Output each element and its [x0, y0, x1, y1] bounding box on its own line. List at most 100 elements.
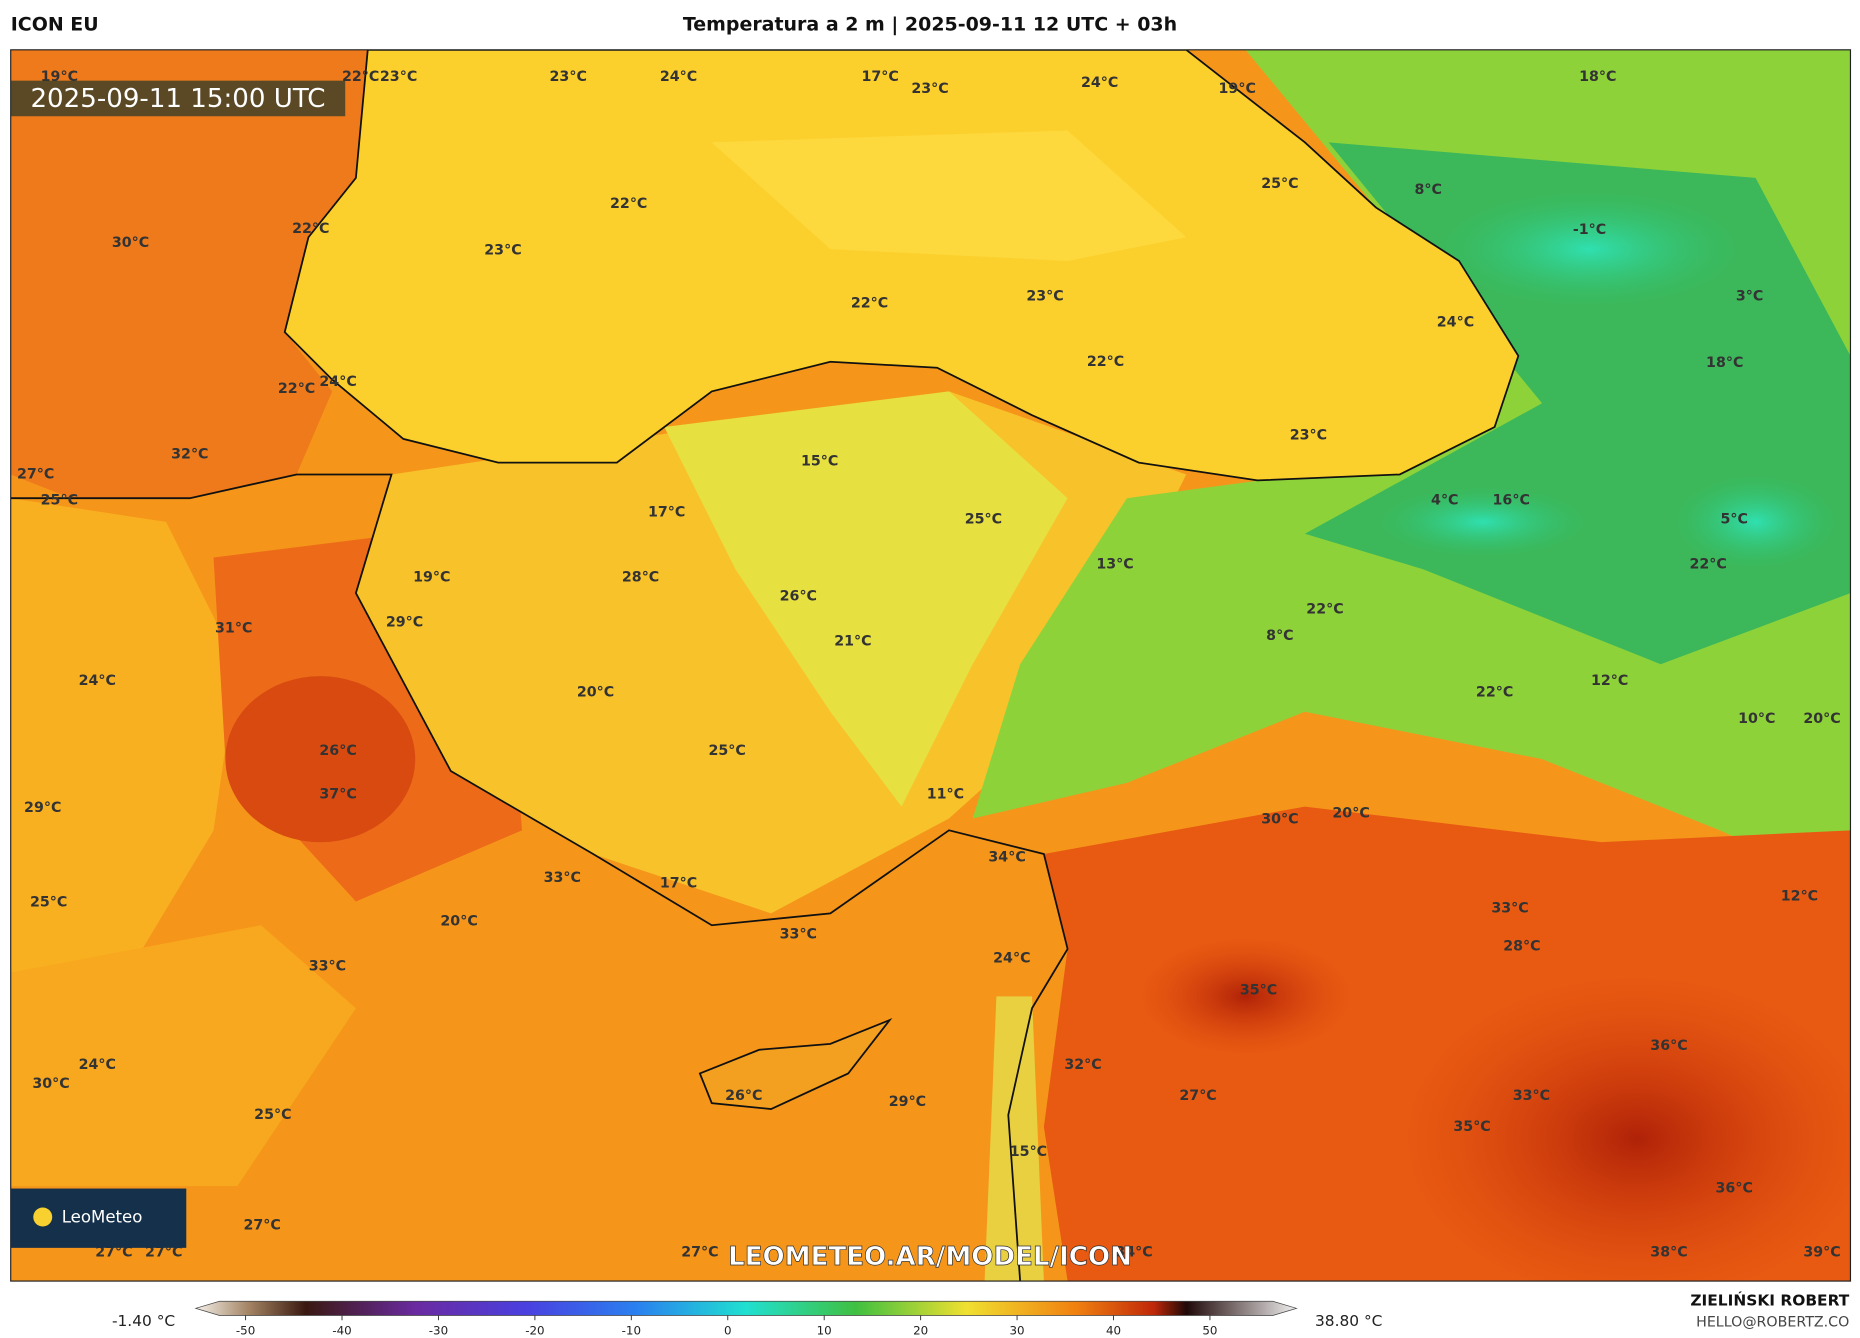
temperature-label: 32°C — [1064, 1057, 1101, 1073]
temperature-label: 15°C — [1010, 1144, 1047, 1160]
temperature-label: 35°C — [1240, 982, 1277, 998]
temperature-label: 13°C — [1096, 557, 1133, 573]
temperature-label: 24°C — [79, 673, 116, 689]
temperature-label: 23°C — [484, 242, 521, 258]
temperature-label: 28°C — [622, 570, 659, 586]
colorbar-tick-label: -10 — [622, 1323, 641, 1337]
temperature-label: 36°C — [1650, 1038, 1687, 1054]
temperature-label: 22°C — [342, 69, 379, 85]
temperature-label: 11°C — [927, 787, 964, 803]
temperature-label: 25°C — [1261, 176, 1298, 192]
temperature-label: 22°C — [610, 196, 647, 212]
temperature-label: 23°C — [911, 81, 948, 97]
temperature-label: 25°C — [965, 512, 1002, 528]
colorbar-tick-label: 0 — [724, 1323, 732, 1337]
temperature-label: 17°C — [862, 69, 899, 85]
temperature-label: 3°C — [1736, 289, 1763, 305]
temperature-label: 26°C — [319, 743, 356, 759]
temperature-label: 20°C — [1332, 806, 1369, 822]
temperature-label: 27°C — [681, 1245, 718, 1261]
temperature-label: 21°C — [834, 634, 871, 650]
temperature-label: 29°C — [24, 800, 61, 816]
temperature-label: 37°C — [319, 787, 356, 803]
temperature-label: 26°C — [725, 1088, 762, 1104]
temperature-label: 27°C — [17, 466, 54, 482]
temperature-label: 32°C — [171, 446, 208, 462]
temperature-label: 17°C — [648, 504, 685, 520]
temperature-label: 23°C — [550, 69, 587, 85]
temperature-label: 29°C — [386, 615, 423, 631]
temperature-label: 20°C — [1803, 711, 1840, 727]
temperature-label: 20°C — [440, 914, 477, 930]
colorbar — [194, 1300, 1298, 1316]
temperature-label: 34°C — [988, 850, 1025, 866]
temperature-label: 33°C — [309, 959, 346, 975]
temperature-label: 22°C — [1087, 354, 1124, 370]
temperature-label: 18°C — [1579, 69, 1616, 85]
temperature-label: 22°C — [1689, 557, 1726, 573]
temperature-label: 10°C — [1738, 711, 1775, 727]
colorbar-tick-label: -20 — [525, 1323, 544, 1337]
temperature-label: 27°C — [1179, 1088, 1216, 1104]
temperature-label: 24°C — [1081, 75, 1118, 91]
temperature-label: 33°C — [1491, 901, 1528, 917]
temperature-label: 31°C — [215, 621, 252, 637]
temperature-label: 25°C — [41, 493, 78, 509]
temperature-label: 34°C — [1115, 1245, 1152, 1261]
temperature-label: 24°C — [79, 1057, 116, 1073]
colorbar-tick-label: 40 — [1106, 1323, 1121, 1337]
temperature-label: 28°C — [1503, 939, 1540, 955]
temperature-label: 23°C — [1290, 427, 1327, 443]
colorbar-tick-label: 20 — [913, 1323, 928, 1337]
temperature-label: 36°C — [1716, 1181, 1753, 1197]
temperature-label: 5°C — [1720, 512, 1747, 528]
temperature-label: 22°C — [851, 296, 888, 312]
temperature-label: 39°C — [1803, 1245, 1840, 1261]
temperature-label: 30°C — [1261, 812, 1298, 828]
email: HELLO@ROBERTZ.CO — [1696, 1315, 1849, 1331]
temperature-label: 29°C — [889, 1094, 926, 1110]
temperature-label: 12°C — [1781, 889, 1818, 905]
temperature-label: 24°C — [993, 950, 1030, 966]
watermark: LEOMETEO.AR/MODEL/ICON — [728, 1242, 1132, 1272]
temperature-label: 23°C — [1026, 289, 1063, 305]
temperature-label: 16°C — [1493, 493, 1530, 509]
model-name: ICON EU — [11, 13, 99, 35]
temperature-label: 27°C — [244, 1217, 281, 1233]
temperature-label: 33°C — [1513, 1088, 1550, 1104]
temperature-label: 19°C — [1219, 81, 1256, 97]
temperature-label: 20°C — [577, 685, 614, 701]
temperature-label: 8°C — [1414, 182, 1441, 198]
temperature-label: 24°C — [660, 69, 697, 85]
temperature-label: 25°C — [708, 743, 745, 759]
map-title: Temperatura a 2 m | 2025-09-11 12 UTC + … — [683, 13, 1177, 35]
temperature-label: 35°C — [1453, 1119, 1490, 1135]
temperature-label: 38°C — [1650, 1245, 1687, 1261]
colorbar-tick-label: -40 — [332, 1323, 351, 1337]
temperature-label: 30°C — [32, 1076, 69, 1092]
author: ZIELIŃSKI ROBERT — [1690, 1291, 1849, 1310]
colorbar-tick-label: 30 — [1010, 1323, 1025, 1337]
temperature-label: 19°C — [413, 570, 450, 586]
timestamp: 2025-09-11 15:00 UTC — [30, 84, 325, 114]
temperature-label: 22°C — [278, 381, 315, 397]
temperature-label: 4°C — [1431, 493, 1458, 509]
temperature-label: 17°C — [660, 876, 697, 892]
colorbar-tick-label: 50 — [1202, 1323, 1217, 1337]
temperature-label: -1°C — [1573, 222, 1606, 238]
temperature-label: 22°C — [1476, 685, 1513, 701]
temperature-label: 26°C — [780, 589, 817, 605]
max-label: 38.80 °C — [1315, 1312, 1382, 1330]
temperature-label: 15°C — [801, 453, 838, 469]
temperature-label: 18°C — [1706, 355, 1743, 371]
temperature-label: 25°C — [30, 895, 67, 911]
temperature-label: 33°C — [544, 870, 581, 886]
temperature-label: 30°C — [112, 235, 149, 251]
temperature-label: 27°C — [95, 1245, 132, 1261]
colorbar-tick-label: 10 — [817, 1323, 832, 1337]
temperature-label: 23°C — [380, 69, 417, 85]
min-label: -1.40 °C — [112, 1312, 175, 1330]
temperature-label: 12°C — [1591, 673, 1628, 689]
logo: LeoMeteo — [62, 1208, 143, 1227]
